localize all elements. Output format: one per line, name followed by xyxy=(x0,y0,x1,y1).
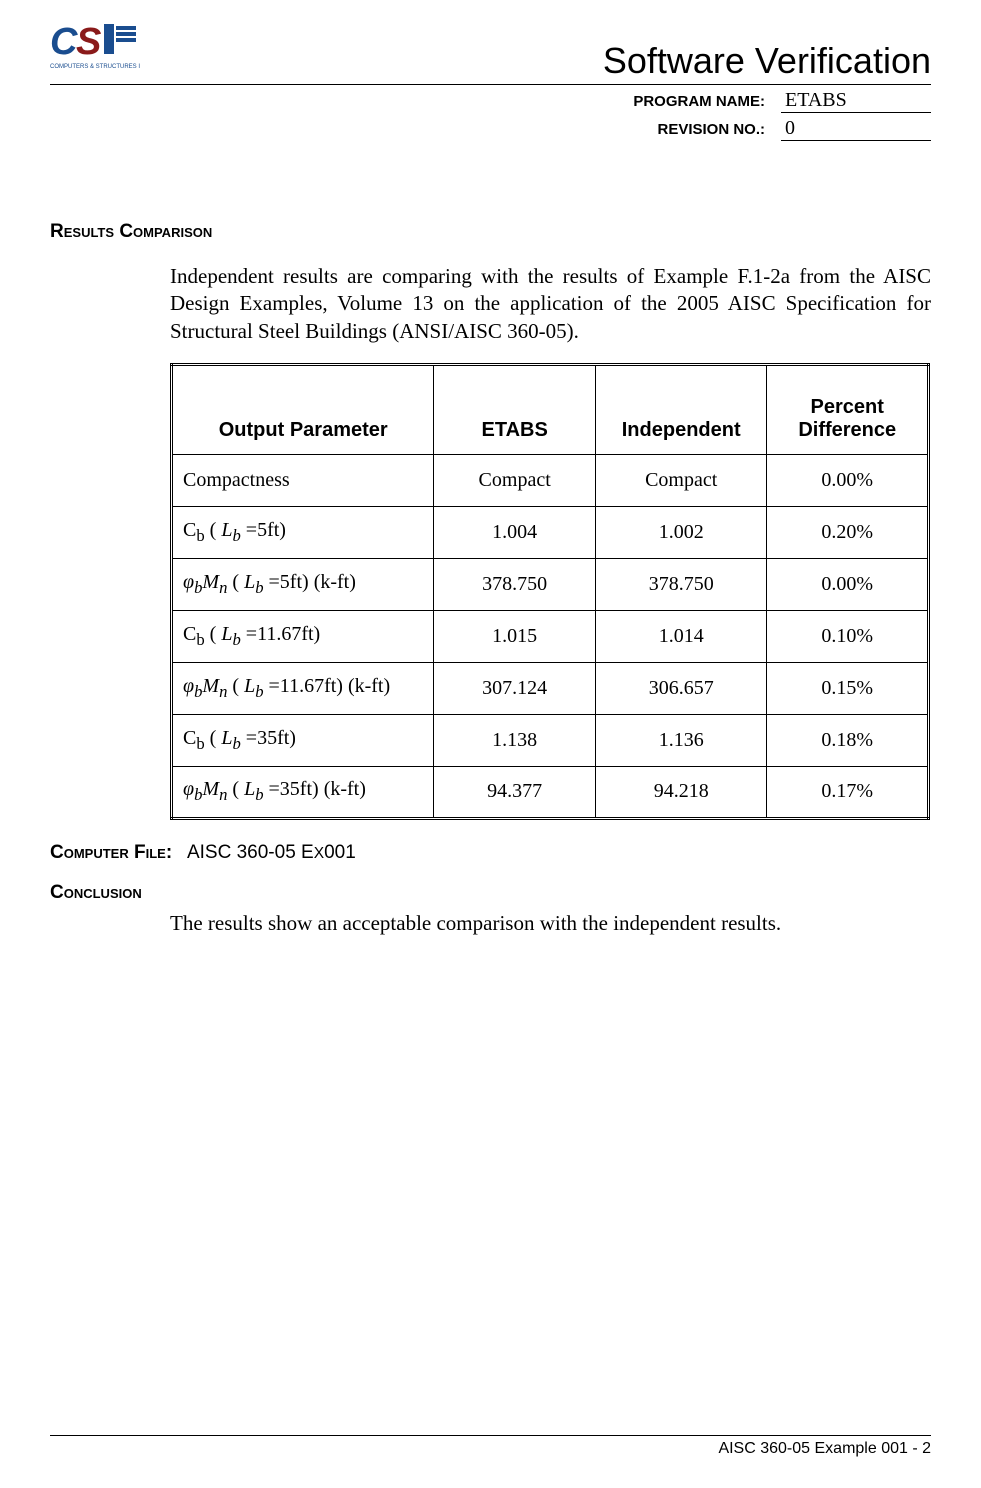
cell-independent: 306.657 xyxy=(595,662,767,714)
conclusion-text: The results show an acceptable compariso… xyxy=(170,910,931,937)
header-row: C S COMPUTERS & STRUCTURES INC. Software… xyxy=(50,20,931,82)
cell-independent: 1.014 xyxy=(595,610,767,662)
col-etabs: ETABS xyxy=(434,364,595,454)
meta-label-revision: REVISION NO.: xyxy=(657,121,765,138)
cell-independent: 94.218 xyxy=(595,766,767,818)
conclusion-heading: Conclusion xyxy=(50,882,931,904)
cell-independent: 1.002 xyxy=(595,506,767,558)
cell-output-parameter: Cb ( Lb =5ft) xyxy=(172,506,434,558)
computer-file-value: AISC 360-05 EX001 xyxy=(187,842,356,863)
computer-file-label: Computer File: xyxy=(50,842,172,863)
cell-etabs: 307.124 xyxy=(434,662,595,714)
results-intro-text: Independent results are comparing with t… xyxy=(170,263,931,345)
meta-row-revision: REVISION NO.: 0 xyxy=(657,117,931,141)
logo-subtext: COMPUTERS & STRUCTURES INC. xyxy=(50,64,140,70)
cell-etabs: Compact xyxy=(434,454,595,506)
col-output-parameter: Output Parameter xyxy=(172,364,434,454)
cell-etabs: 94.377 xyxy=(434,766,595,818)
footer-text: AISC 360-05 Example 001 - 2 xyxy=(50,1440,931,1458)
table-row: φbMn ( Lb =5ft) (k-ft)378.750378.7500.00… xyxy=(172,558,929,610)
cell-percent-difference: 0.18% xyxy=(767,714,929,766)
col-independent: Independent xyxy=(595,364,767,454)
col-percent-difference: Percent Difference xyxy=(767,364,929,454)
header-meta: PROGRAM NAME: ETABS REVISION NO.: 0 xyxy=(50,89,931,141)
cell-output-parameter: Cb ( Lb =11.67ft) xyxy=(172,610,434,662)
cell-etabs: 1.015 xyxy=(434,610,595,662)
computer-file-line: Computer File: AISC 360-05 EX001 xyxy=(50,842,931,864)
meta-row-program: PROGRAM NAME: ETABS xyxy=(633,89,931,113)
cell-output-parameter: φbMn ( Lb =35ft) (k-ft) xyxy=(172,766,434,818)
cell-etabs: 1.004 xyxy=(434,506,595,558)
table-row: CompactnessCompactCompact0.00% xyxy=(172,454,929,506)
cell-output-parameter: φbMn ( Lb =11.67ft) (k-ft) xyxy=(172,662,434,714)
svg-text:S: S xyxy=(76,21,101,63)
table-body: CompactnessCompactCompact0.00%Cb ( Lb =5… xyxy=(172,454,929,818)
cell-independent: Compact xyxy=(595,454,767,506)
cell-percent-difference: 0.10% xyxy=(767,610,929,662)
table-header-row: Output Parameter ETABS Independent Perce… xyxy=(172,364,929,454)
cell-percent-difference: 0.00% xyxy=(767,558,929,610)
cell-etabs: 378.750 xyxy=(434,558,595,610)
document-title: Software Verification xyxy=(140,20,931,82)
cell-output-parameter: φbMn ( Lb =5ft) (k-ft) xyxy=(172,558,434,610)
footer-rule xyxy=(50,1435,931,1436)
cell-percent-difference: 0.20% xyxy=(767,506,929,558)
meta-value-program: ETABS xyxy=(781,89,931,113)
page-footer: AISC 360-05 Example 001 - 2 xyxy=(50,1435,931,1458)
content: Results Comparison Independent results a… xyxy=(50,221,931,937)
cell-independent: 378.750 xyxy=(595,558,767,610)
header-rule xyxy=(50,84,931,85)
cell-output-parameter: Compactness xyxy=(172,454,434,506)
meta-label-program: PROGRAM NAME: xyxy=(633,93,765,110)
meta-value-revision: 0 xyxy=(781,117,931,141)
svg-text:C: C xyxy=(50,21,78,63)
table-row: Cb ( Lb =35ft)1.1381.1360.18% xyxy=(172,714,929,766)
results-comparison-heading: Results Comparison xyxy=(50,221,931,243)
cell-percent-difference: 0.17% xyxy=(767,766,929,818)
page-header: C S COMPUTERS & STRUCTURES INC. Software… xyxy=(50,20,931,141)
cell-percent-difference: 0.15% xyxy=(767,662,929,714)
results-table: Output Parameter ETABS Independent Perce… xyxy=(170,363,930,820)
table-row: φbMn ( Lb =35ft) (k-ft)94.37794.2180.17% xyxy=(172,766,929,818)
table-row: Cb ( Lb =11.67ft)1.0151.0140.10% xyxy=(172,610,929,662)
cell-percent-difference: 0.00% xyxy=(767,454,929,506)
table-row: Cb ( Lb =5ft)1.0041.0020.20% xyxy=(172,506,929,558)
csi-logo: C S COMPUTERS & STRUCTURES INC. xyxy=(50,20,140,80)
cell-output-parameter: Cb ( Lb =35ft) xyxy=(172,714,434,766)
table-row: φbMn ( Lb =11.67ft) (k-ft)307.124306.657… xyxy=(172,662,929,714)
cell-etabs: 1.138 xyxy=(434,714,595,766)
cell-independent: 1.136 xyxy=(595,714,767,766)
